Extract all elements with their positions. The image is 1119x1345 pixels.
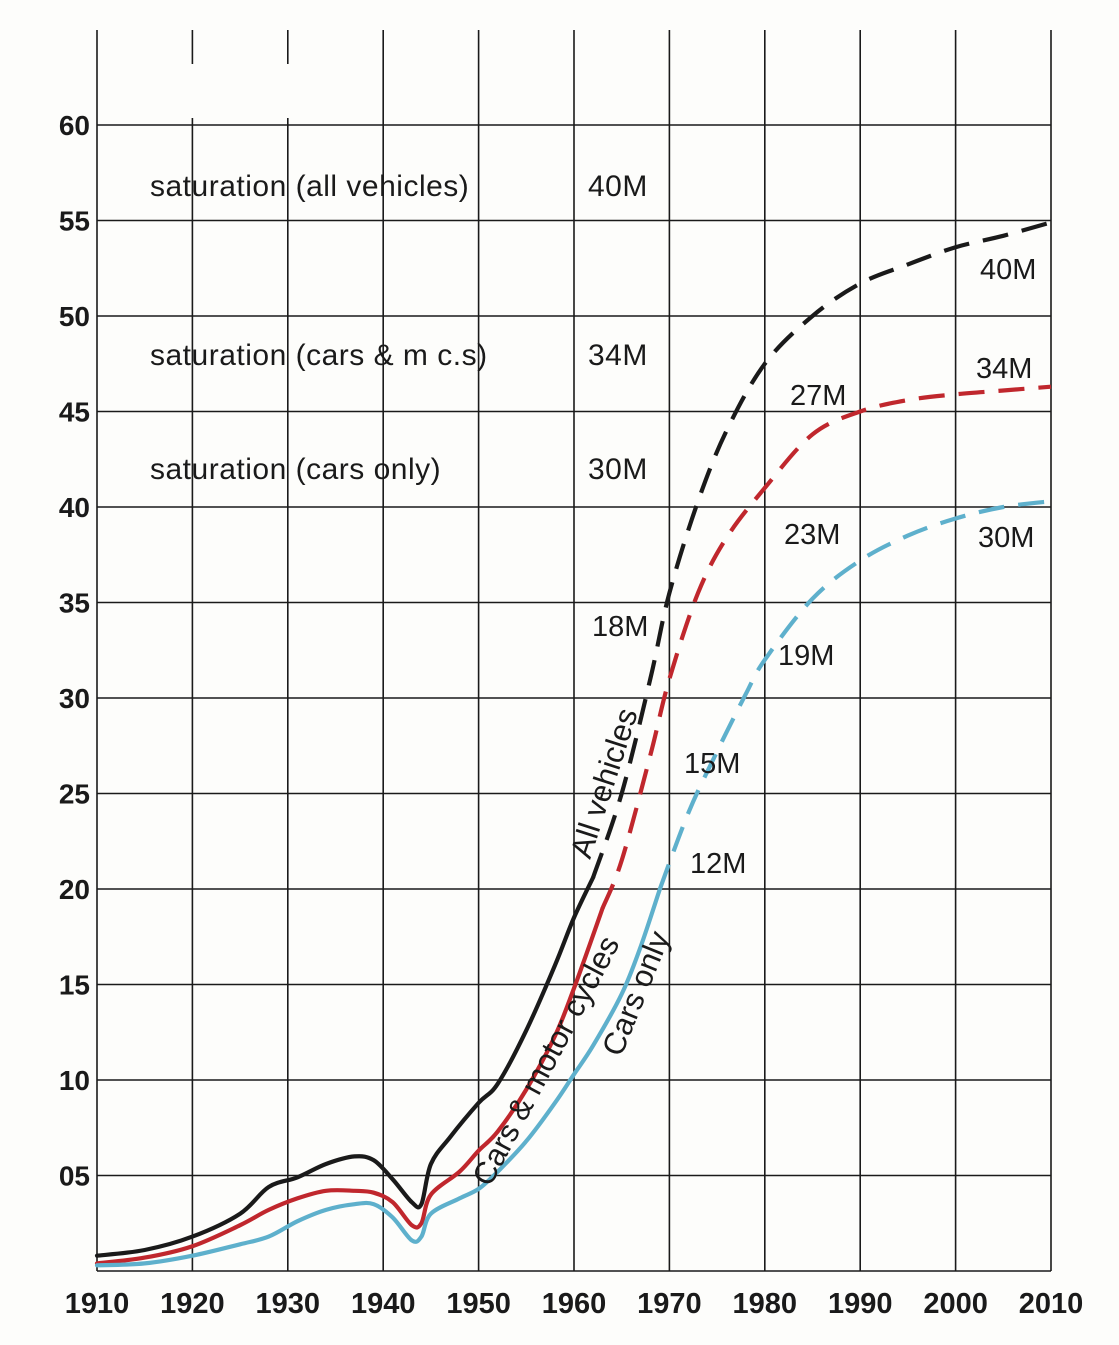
x-tick-label: 1990 [828,1288,893,1320]
x-tick-label: 2000 [923,1288,988,1320]
y-tick-label: 20 [59,874,90,905]
blank-patch [99,64,381,118]
series-line-all-vehicles-projected [591,220,1052,879]
x-tick-label: 1970 [637,1288,702,1320]
series-line-cars-motor-cycles-actual [94,906,605,1266]
y-tick-label: 35 [59,588,90,619]
x-tick-label: 1940 [351,1288,416,1320]
point-annotation: 19M [778,640,834,672]
point-annotation: 15M [684,748,740,780]
x-tick-label: 1910 [65,1288,130,1320]
point-annotation: 18M [592,611,648,643]
point-annotation: 30M [978,522,1034,554]
series-line-cars-only-projected [657,499,1052,890]
series-line-cars-only-actual [94,886,662,1268]
y-tick-label: 40 [59,492,90,523]
x-tick-label: 1960 [542,1288,607,1320]
series-line-all-vehicles-actual [94,875,596,1258]
saturation-label: saturation (all vehicles) [150,170,469,203]
series-layer [94,220,1052,1268]
grid [96,30,1052,1272]
point-annotation: 12M [690,848,746,880]
saturation-value: 30M [588,453,648,486]
saturation-label: saturation (cars & m c.s) [150,339,488,372]
y-tick-label: 15 [59,970,90,1001]
point-annotation: 34M [976,353,1032,385]
label-layer: 1910 1920 1930 1940 1950 1960 1970 1980 1990 2000… [59,110,1083,1320]
x-tick-label: 2010 [1019,1288,1084,1320]
x-tick-label: 1950 [446,1288,511,1320]
x-tick-label: 1980 [733,1288,798,1320]
y-tick-label: 30 [59,683,90,714]
y-tick-label: 10 [59,1065,90,1096]
series-line-cars-motor-cycles-projected [600,384,1052,909]
curve-label-all-vehicles: All vehicles [563,704,644,862]
y-tick-label: 25 [59,779,90,810]
point-annotation: 40M [980,254,1036,286]
y-tick-label: 50 [59,301,90,332]
x-tick-label: 1920 [160,1288,225,1320]
y-tick-label: 60 [59,110,90,141]
point-annotation: 27M [790,380,846,412]
curve-label-cars-motor-cycles: Cars & motor cycles [465,930,626,1191]
y-tick-label: 55 [59,206,90,237]
saturation-label: saturation (cars only) [150,453,441,486]
saturation-value: 40M [588,170,648,203]
y-tick-label: 45 [59,397,90,428]
y-tick-label: 05 [59,1161,90,1192]
saturation-value: 34M [588,339,648,372]
x-tick-label: 1930 [256,1288,321,1320]
point-annotation: 23M [784,519,840,551]
